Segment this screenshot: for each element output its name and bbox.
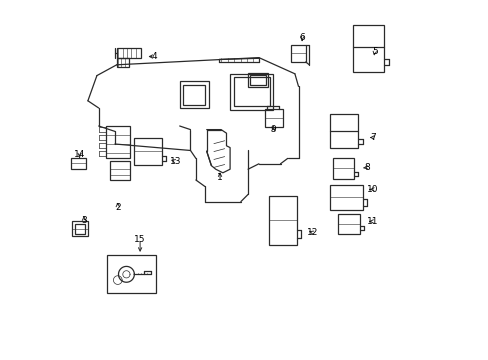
- Bar: [233, 77, 269, 106]
- Bar: [133, 138, 162, 165]
- Bar: [182, 85, 204, 105]
- Bar: [117, 48, 141, 58]
- Bar: [337, 214, 360, 234]
- Bar: [352, 25, 384, 72]
- Bar: [230, 74, 273, 110]
- Bar: [332, 158, 354, 179]
- Bar: [117, 58, 129, 67]
- Bar: [107, 255, 155, 293]
- Bar: [290, 45, 305, 62]
- Text: 2: 2: [115, 203, 121, 212]
- Bar: [179, 81, 208, 108]
- Text: 5: 5: [371, 46, 377, 55]
- Text: 1: 1: [217, 173, 223, 181]
- Text: 8: 8: [363, 163, 369, 172]
- Text: 10: 10: [366, 185, 378, 194]
- Bar: [249, 75, 265, 85]
- Bar: [75, 224, 84, 234]
- Text: 13: 13: [169, 157, 181, 166]
- Text: 6: 6: [299, 33, 305, 42]
- Text: 7: 7: [370, 133, 375, 142]
- Text: 3: 3: [81, 216, 87, 225]
- Text: 4: 4: [151, 52, 157, 61]
- Bar: [106, 126, 129, 158]
- Bar: [329, 114, 358, 148]
- Text: 9: 9: [270, 125, 276, 134]
- Bar: [72, 221, 87, 236]
- Text: 12: 12: [306, 228, 318, 237]
- Bar: [329, 185, 362, 210]
- Bar: [110, 161, 129, 180]
- Bar: [71, 158, 86, 169]
- Text: 15: 15: [134, 235, 145, 243]
- Text: 14: 14: [74, 150, 85, 158]
- Bar: [247, 73, 267, 87]
- Bar: [268, 196, 296, 245]
- Text: 11: 11: [366, 217, 378, 226]
- Bar: [265, 109, 282, 127]
